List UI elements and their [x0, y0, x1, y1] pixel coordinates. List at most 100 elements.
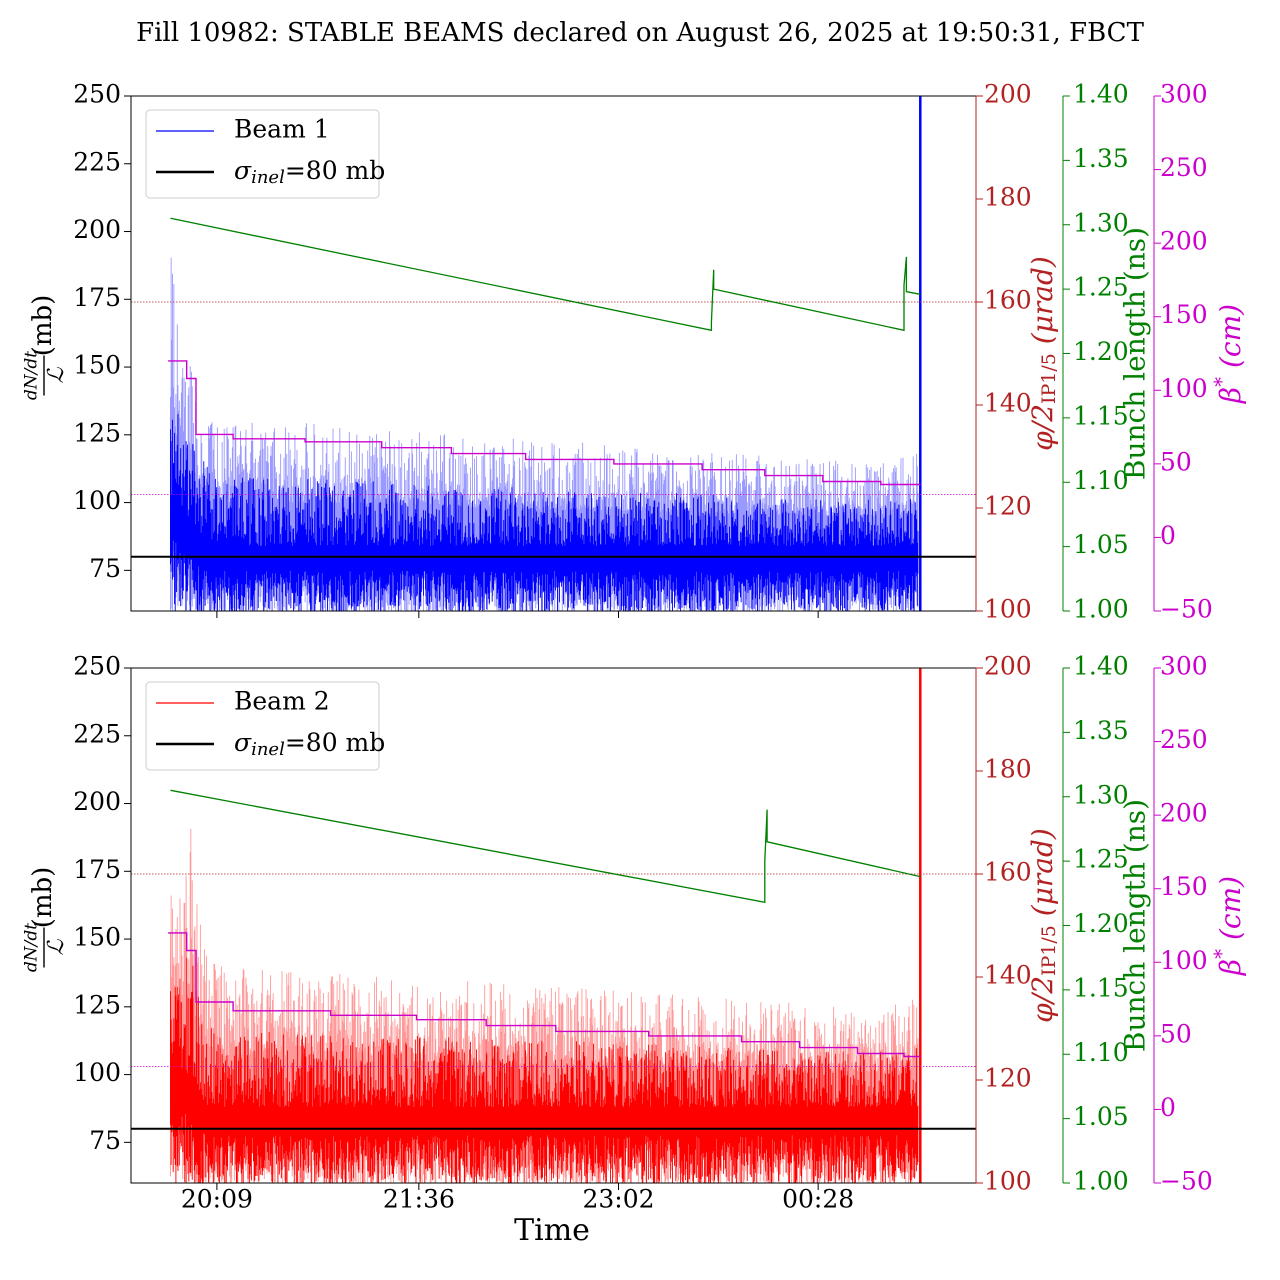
legend-label-sigma: σinel=80 mb [234, 728, 385, 761]
y-tick-label: 175 [73, 283, 121, 312]
y-label-unit: (mb) [28, 295, 58, 357]
bunch-length-series [170, 789, 921, 904]
beta-star-tick-label: 0 [1160, 521, 1176, 550]
crossing-tick-label: 180 [984, 755, 1032, 784]
beta-star-tick-label: 100 [1160, 946, 1208, 975]
bunch-length-series [170, 217, 921, 332]
y-tick-label: 75 [89, 1126, 121, 1155]
crossing-tick-label: 200 [984, 652, 1032, 681]
panel-bottom: 75 100 125 150 175 200 225 250 dN/dt ℒ (mb) 20:09 21… [22, 652, 1247, 1214]
crossing-tick-label: 140 [984, 389, 1032, 418]
y-tick-label: 150 [73, 351, 121, 380]
beta-star-series [168, 932, 921, 1058]
beta-star-tick-label: 50 [1160, 1019, 1192, 1048]
x-tick-label: 21:36 [383, 1185, 455, 1214]
beta-star-tick-label: −50 [1160, 595, 1213, 624]
beta-star-tick-label: 250 [1160, 725, 1208, 754]
beta-star-series [168, 360, 921, 486]
beta-star-tick-label: 300 [1160, 652, 1208, 681]
bunch-length-tick-label: 1.10 [1073, 1038, 1129, 1067]
y-tick-label: 100 [73, 486, 121, 515]
x-tick-label: 20:09 [181, 1185, 253, 1214]
y-tick-label: 225 [73, 719, 121, 748]
bunch-length-tick-label: 1.00 [1073, 595, 1129, 624]
y-label-numerator: dN/dt [22, 923, 42, 972]
y-axis-label: dN/dt ℒ (mb) [22, 867, 70, 972]
y-tick-label: 75 [89, 554, 121, 583]
legend: Beam 1 σinel=80 mb [145, 109, 385, 199]
y-tick-label: 150 [73, 923, 121, 952]
y-tick-label: 125 [73, 418, 121, 447]
y-tick-label: 125 [73, 990, 121, 1019]
beta-star-tick-label: 50 [1160, 447, 1192, 476]
bunch-length-tick-label: 1.40 [1073, 80, 1129, 109]
beta-star-tick-label: 0 [1160, 1093, 1176, 1122]
crossing-tick-label: 100 [984, 1167, 1032, 1196]
bunch-length-tick-label: 1.05 [1073, 1102, 1129, 1131]
legend-label-beam: Beam 2 [234, 687, 330, 716]
beta-star-tick-label: 150 [1160, 872, 1208, 901]
crossing-tick-label: 120 [984, 1064, 1032, 1093]
bunch-length-tick-label: 1.30 [1073, 780, 1129, 809]
beta-star-tick-label: −50 [1160, 1167, 1213, 1196]
crossing-axis-label: φ/2IP1/5 (μrad) [1026, 256, 1061, 451]
crossing-label-text: φ/2IP1/5 (μrad) [1026, 828, 1061, 1023]
legend: Beam 2 σinel=80 mb [145, 681, 385, 771]
y-tick-label: 100 [73, 1058, 121, 1087]
plot-area [131, 96, 976, 611]
bunch-length-axis-label: Bunch length (ns) [1119, 227, 1152, 480]
crossing-tick-label: 160 [984, 286, 1032, 315]
y-tick-label: 200 [73, 215, 121, 244]
legend-label-beam: Beam 1 [234, 115, 330, 144]
y-label-denominator: ℒ [44, 366, 69, 383]
y-axis-label: dN/dt ℒ (mb) [22, 295, 70, 400]
beta-star-tick-label: 300 [1160, 80, 1208, 109]
legend-box [145, 681, 380, 771]
beta-star-tick-label: 250 [1160, 153, 1208, 182]
figure-title: Fill 10982: STABLE BEAMS declared on Aug… [136, 18, 1144, 48]
crossing-tick-label: 120 [984, 492, 1032, 521]
y-tick-label: 175 [73, 855, 121, 884]
bunch-length-tick-label: 1.35 [1073, 144, 1129, 173]
bunch-length-tick-label: 1.35 [1073, 716, 1129, 745]
series-beam2-line [170, 957, 919, 1183]
plot-area [131, 668, 976, 1183]
panel-top: 75 100 125 150 175 200 225 250 dN/dt ℒ (mb) 100 120 1… [22, 80, 1247, 624]
y-tick-label: 200 [73, 787, 121, 816]
x-tick-label: 23:02 [582, 1185, 654, 1214]
x-axis-label: Time [514, 1213, 590, 1248]
beta-star-tick-label: 100 [1160, 374, 1208, 403]
beta-star-label-text: β* (cm) [1209, 876, 1247, 976]
y-tick-label: 225 [73, 147, 121, 176]
bunch-length-tick-label: 1.25 [1073, 273, 1129, 302]
bunch-length-tick-label: 1.40 [1073, 652, 1129, 681]
bunch-length-tick-label: 1.15 [1073, 401, 1129, 430]
bunch-length-axis-label: Bunch length (ns) [1119, 799, 1152, 1052]
legend-box [145, 109, 380, 199]
beta-star-tick-label: 150 [1160, 300, 1208, 329]
y-label-numerator: dN/dt [22, 351, 42, 400]
bunch-length-tick-label: 1.10 [1073, 466, 1129, 495]
beta-star-tick-label: 200 [1160, 799, 1208, 828]
bunch-length-tick-label: 1.00 [1073, 1167, 1129, 1196]
bunch-length-tick-label: 1.05 [1073, 530, 1129, 559]
crossing-tick-label: 160 [984, 858, 1032, 887]
bunch-length-label-text: Bunch length (ns) [1119, 227, 1152, 480]
bunch-length-tick-label: 1.20 [1073, 909, 1129, 938]
crossing-axis-label: φ/2IP1/5 (μrad) [1026, 828, 1061, 1023]
beta-star-axis-label: β* (cm) [1209, 876, 1247, 976]
crossing-tick-label: 180 [984, 183, 1032, 212]
beta-star-axis-label: β* (cm) [1209, 304, 1247, 404]
y-label-unit: (mb) [28, 867, 58, 929]
bunch-length-tick-label: 1.25 [1073, 845, 1129, 874]
x-tick-label: 00:28 [782, 1185, 854, 1214]
crossing-tick-label: 100 [984, 595, 1032, 624]
y-tick-label: 250 [73, 652, 121, 681]
crossing-tick-label: 140 [984, 961, 1032, 990]
bunch-length-tick-label: 1.20 [1073, 337, 1129, 366]
beta-star-label-text: β* (cm) [1209, 304, 1247, 404]
crossing-tick-label: 200 [984, 80, 1032, 109]
bunch-length-label-text: Bunch length (ns) [1119, 799, 1152, 1052]
y-tick-label: 250 [73, 80, 121, 109]
beta-star-tick-label: 200 [1160, 227, 1208, 256]
